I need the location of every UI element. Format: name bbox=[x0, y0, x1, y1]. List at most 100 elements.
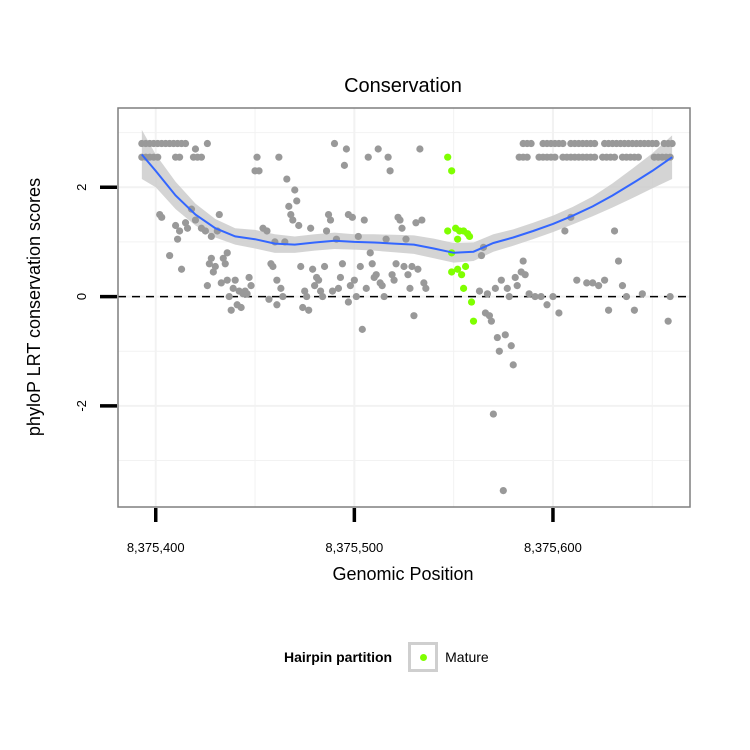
data-point bbox=[386, 167, 394, 175]
data-point bbox=[402, 235, 410, 243]
data-point bbox=[340, 161, 349, 169]
data-point bbox=[610, 227, 619, 235]
data-point bbox=[595, 282, 603, 290]
data-point bbox=[201, 227, 209, 235]
data-point bbox=[591, 153, 599, 161]
data-point bbox=[227, 306, 235, 314]
data-point bbox=[265, 295, 273, 303]
data-point bbox=[205, 260, 213, 268]
x-tick-label: 8,375,400 bbox=[127, 540, 185, 555]
mature-data-point bbox=[465, 232, 474, 241]
data-point bbox=[173, 235, 182, 243]
data-point bbox=[175, 227, 184, 235]
data-point bbox=[297, 262, 305, 271]
data-point bbox=[495, 347, 503, 355]
data-point bbox=[231, 276, 239, 284]
data-point bbox=[505, 292, 513, 301]
data-point bbox=[422, 284, 430, 292]
mature-data-point bbox=[459, 284, 468, 292]
x-axis-label: Genomic Position bbox=[332, 564, 473, 584]
data-point bbox=[352, 292, 360, 301]
data-point bbox=[350, 276, 358, 284]
data-point bbox=[549, 292, 557, 301]
smooth-curve bbox=[141, 153, 673, 254]
data-point bbox=[591, 139, 599, 148]
data-point bbox=[207, 232, 215, 241]
mature-data-point bbox=[454, 265, 462, 273]
data-point bbox=[543, 301, 551, 309]
data-point bbox=[364, 153, 372, 161]
data-point bbox=[263, 227, 271, 235]
mature-data-point bbox=[444, 227, 452, 235]
data-point bbox=[404, 271, 412, 279]
data-point bbox=[303, 292, 311, 301]
data-point bbox=[279, 292, 287, 301]
data-point bbox=[561, 227, 569, 235]
data-point bbox=[477, 251, 486, 260]
data-point bbox=[525, 290, 533, 298]
data-point bbox=[291, 186, 299, 194]
data-point bbox=[223, 249, 231, 257]
data-point bbox=[154, 153, 162, 161]
data-point bbox=[166, 251, 174, 260]
data-point bbox=[410, 312, 418, 320]
data-point bbox=[507, 342, 515, 350]
mature-data-point bbox=[469, 317, 478, 325]
data-point bbox=[287, 210, 295, 219]
mature-data-point bbox=[457, 271, 466, 279]
mature-data-point bbox=[448, 167, 456, 175]
data-point bbox=[183, 224, 192, 232]
data-point bbox=[225, 292, 233, 301]
data-point bbox=[384, 153, 392, 161]
data-point bbox=[614, 257, 623, 265]
data-point bbox=[187, 205, 196, 213]
data-point bbox=[245, 273, 253, 282]
data-point bbox=[396, 216, 404, 224]
data-point bbox=[326, 216, 335, 224]
data-point bbox=[320, 262, 329, 271]
gridlines bbox=[118, 108, 690, 507]
data-point bbox=[295, 221, 303, 230]
data-point bbox=[309, 265, 317, 273]
data-point bbox=[372, 271, 380, 279]
data-point bbox=[181, 219, 190, 227]
data-point bbox=[537, 292, 545, 301]
data-point bbox=[356, 262, 364, 271]
data-point bbox=[491, 284, 499, 292]
data-point bbox=[604, 306, 613, 314]
data-point bbox=[485, 312, 494, 320]
data-point bbox=[664, 317, 672, 325]
data-point bbox=[630, 306, 638, 314]
data-point bbox=[217, 279, 225, 287]
data-point bbox=[305, 306, 313, 314]
data-point bbox=[223, 276, 231, 284]
data-point bbox=[334, 284, 343, 292]
data-point bbox=[285, 202, 293, 210]
data-point bbox=[330, 139, 339, 148]
data-point bbox=[668, 139, 676, 148]
data-point bbox=[622, 292, 631, 301]
data-point bbox=[283, 175, 291, 183]
data-point bbox=[493, 333, 501, 342]
data-point bbox=[191, 145, 200, 153]
data-point bbox=[273, 276, 281, 284]
data-points bbox=[138, 139, 676, 495]
data-point bbox=[191, 216, 200, 224]
y-tick-label: -2 bbox=[74, 400, 89, 412]
data-point bbox=[638, 290, 646, 298]
data-point bbox=[358, 325, 366, 333]
y-axis-label: phyloP LRT conservation scores bbox=[24, 178, 44, 436]
legend: Hairpin partition Mature bbox=[284, 640, 489, 674]
data-point bbox=[354, 232, 362, 241]
data-point bbox=[219, 254, 227, 262]
data-point bbox=[289, 216, 297, 224]
x-tick-label: 8,375,500 bbox=[325, 540, 383, 555]
data-point bbox=[398, 224, 406, 232]
legend-title: Hairpin partition bbox=[284, 649, 393, 665]
smooth-line bbox=[141, 153, 673, 254]
data-point bbox=[531, 292, 539, 301]
data-point bbox=[181, 139, 190, 148]
data-point bbox=[299, 303, 307, 312]
data-point bbox=[618, 282, 627, 290]
